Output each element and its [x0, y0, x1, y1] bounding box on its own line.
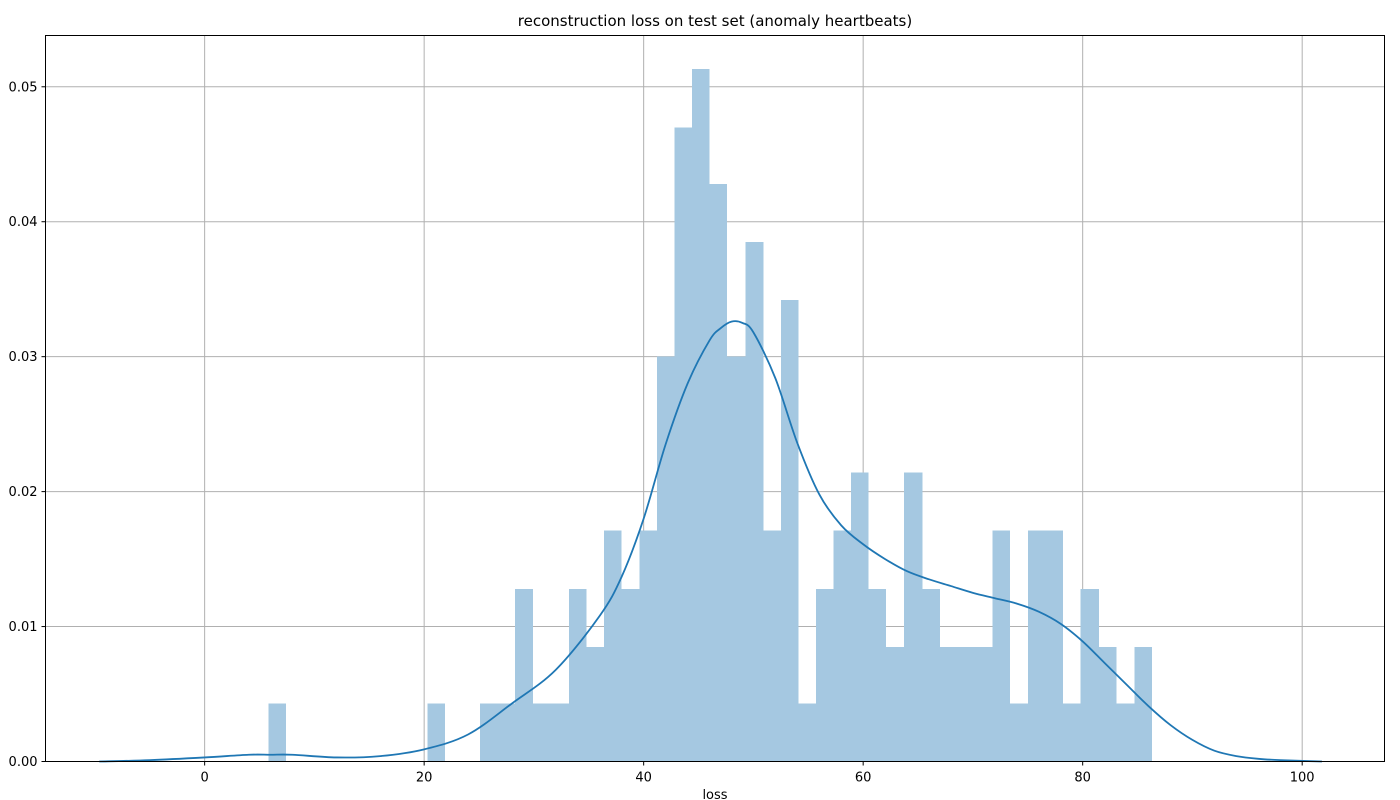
y-tick-label: 0.04 [9, 215, 38, 230]
histogram-bar [815, 588, 834, 762]
x-tick-label: 60 [855, 771, 872, 786]
histogram-bar [1080, 588, 1100, 762]
histogram-bar [939, 646, 958, 762]
histogram-bar [922, 588, 940, 762]
histogram-bar [851, 472, 869, 762]
histogram-bar [427, 703, 446, 762]
histogram-bar [903, 472, 923, 762]
x-axis-label: loss [702, 788, 727, 800]
histogram-bar [656, 356, 675, 762]
histogram-bar [975, 646, 993, 762]
y-tick-label: 0.02 [9, 485, 38, 500]
histogram-bar [515, 588, 533, 762]
histogram-bar [1062, 703, 1081, 762]
histogram-bars [268, 69, 1152, 762]
histogram-bar [727, 356, 746, 762]
x-tick-label: 100 [1290, 771, 1315, 786]
x-axis: 0 20 40 60 80 100 [201, 761, 1315, 786]
histogram-bar [604, 530, 622, 762]
histogram-bar [268, 703, 286, 762]
y-axis: 0.00 0.01 0.02 0.03 0.04 0.05 [9, 80, 46, 770]
chart-title: reconstruction loss on test set (anomaly… [518, 12, 912, 30]
histogram-bar [639, 530, 657, 762]
histogram-bar [745, 241, 764, 762]
histogram-bar [1027, 530, 1046, 762]
histogram-bar [497, 703, 516, 762]
histogram-bar [1134, 646, 1152, 762]
y-tick-label: 0.03 [9, 350, 38, 365]
x-tick-label: 40 [635, 771, 652, 786]
histogram-bar [1099, 646, 1117, 762]
y-tick-label: 0.05 [9, 80, 38, 95]
histogram-bar [691, 69, 710, 762]
histogram-bar [798, 703, 816, 762]
x-tick-label: 0 [201, 771, 209, 786]
histogram-bar [992, 530, 1011, 762]
histogram-bar [621, 588, 640, 762]
histogram-bar [1116, 703, 1135, 762]
y-tick-label: 0.01 [9, 620, 38, 635]
histogram-bar [868, 588, 887, 762]
histogram-bar [569, 588, 587, 762]
histogram-bar [886, 646, 904, 762]
kde-curve-group [99, 320, 1322, 763]
histogram-bar [532, 703, 551, 762]
histogram-bar [480, 703, 498, 762]
kde-line [99, 320, 1322, 763]
plot-frame [45, 35, 1385, 762]
histogram-bar [1010, 703, 1028, 762]
x-tick-label: 20 [416, 771, 433, 786]
histogram-bar [957, 646, 976, 762]
x-tick-label: 80 [1074, 771, 1091, 786]
histogram-bar [833, 530, 852, 762]
histogram-bar [550, 703, 570, 762]
histogram-bar [763, 530, 781, 762]
histogram-bar [780, 299, 799, 762]
histogram-bar [709, 183, 728, 762]
y-tick-label: 0.00 [9, 755, 38, 770]
histogram-bar [674, 127, 692, 762]
histogram-bar [586, 646, 605, 762]
histogram-bar [1045, 530, 1063, 762]
